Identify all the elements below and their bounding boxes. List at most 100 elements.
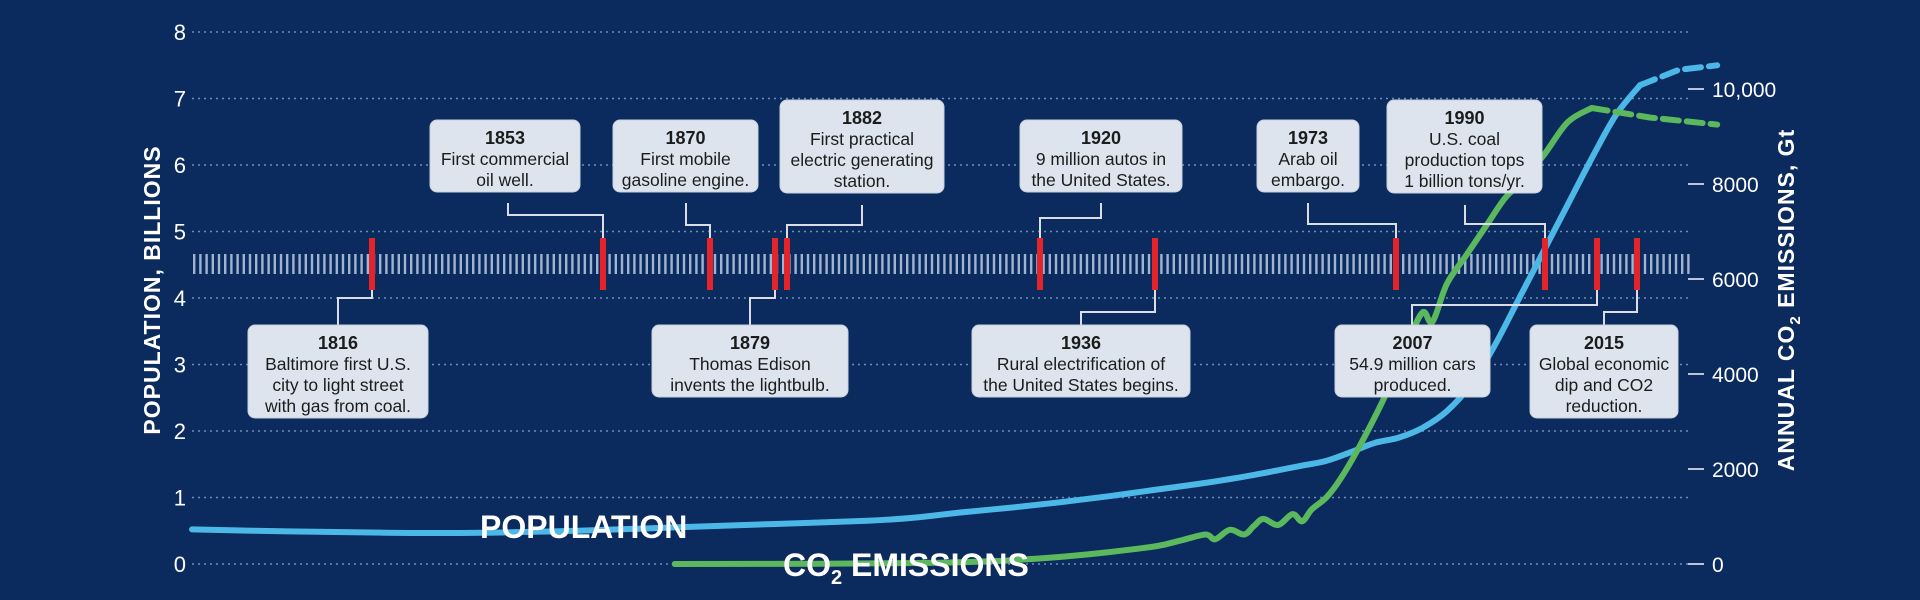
timeline-hatch xyxy=(720,254,723,274)
timeline-hatch xyxy=(434,254,438,274)
timeline-hatch xyxy=(1507,254,1510,274)
timeline-hatch xyxy=(1228,254,1231,274)
timeline-hatch xyxy=(782,254,785,274)
left-tick-label: 7 xyxy=(174,87,186,112)
event-text: with gas from coal. xyxy=(264,396,411,416)
right-tick-label: 8000 xyxy=(1712,174,1759,197)
timeline-hatch xyxy=(1612,254,1616,274)
timeline-hatch xyxy=(1464,254,1467,274)
timeline-hatch xyxy=(862,254,865,274)
event-text: Arab oil xyxy=(1278,149,1337,169)
timeline-hatch xyxy=(943,254,946,274)
timeline-hatch xyxy=(1420,254,1423,274)
event-text: Thomas Edison xyxy=(689,354,811,374)
series-projection xyxy=(1637,62,1721,89)
timeline-hatch xyxy=(292,254,295,274)
timeline-hatch xyxy=(217,254,221,274)
event-marker xyxy=(600,238,606,290)
timeline-hatch xyxy=(682,254,686,274)
event-text: gasoline engine. xyxy=(622,170,749,190)
timeline-hatch xyxy=(248,254,252,274)
timeline-hatch xyxy=(645,254,648,274)
timeline-hatch xyxy=(1054,254,1058,274)
timeline-hatch xyxy=(1259,254,1262,274)
right-axis-ticks: 0 2000 4000 6000 8000 10,000 xyxy=(1688,79,1776,577)
event-marker xyxy=(707,238,713,290)
timeline-hatch xyxy=(1433,254,1436,274)
event-box xyxy=(1386,99,1543,194)
timeline-hatch xyxy=(1030,254,1033,274)
timeline-hatch xyxy=(1643,254,1647,274)
timeline-hatch xyxy=(304,254,307,274)
timeline-hatch xyxy=(193,254,196,274)
timeline-hatch xyxy=(236,254,239,274)
timeline-hatch xyxy=(515,254,518,274)
event-box xyxy=(779,99,945,194)
timeline-hatch xyxy=(1557,254,1560,274)
event-year: 2015 xyxy=(1584,333,1624,353)
timeline-hatch xyxy=(1470,254,1473,274)
timeline-hatch xyxy=(1563,254,1566,274)
event-text: First commercial xyxy=(441,149,569,169)
event-text: Rural electrification of xyxy=(997,354,1165,374)
timeline-hatch xyxy=(1513,254,1516,274)
event-box xyxy=(429,119,581,193)
timeline-hatch xyxy=(279,254,283,274)
event-box xyxy=(1019,119,1183,193)
timeline-hatch xyxy=(918,254,921,274)
right-tick-label: 4000 xyxy=(1712,364,1759,387)
event-text: First practical xyxy=(810,129,914,149)
event-year: 1990 xyxy=(1444,108,1484,128)
event-year: 1879 xyxy=(730,333,770,353)
timeline-hatch xyxy=(1687,254,1690,274)
timeline-hatch xyxy=(1346,254,1349,274)
timeline-hatch xyxy=(329,254,332,274)
timeline-hatch xyxy=(819,254,822,274)
timeline-hatch xyxy=(1662,254,1665,274)
event-connector xyxy=(685,203,711,254)
event-connector xyxy=(1039,203,1102,254)
timeline-hatch xyxy=(608,254,611,274)
timeline-hatch xyxy=(1550,254,1554,274)
timeline-hatch xyxy=(1116,254,1120,274)
timeline-hatch xyxy=(1606,254,1609,274)
event-connectors xyxy=(337,203,1640,325)
timeline-hatch xyxy=(509,254,512,274)
timeline-hatch xyxy=(831,254,834,274)
event-text: Baltimore first U.S. xyxy=(265,354,411,374)
timeline-hatch xyxy=(1476,254,1479,274)
series-projection xyxy=(1588,105,1721,128)
timeline-hatch xyxy=(800,254,803,274)
timeline-hatch xyxy=(1389,254,1392,274)
timeline-hatch xyxy=(1619,254,1622,274)
timeline-hatch xyxy=(1042,254,1045,274)
timeline-hatch xyxy=(1247,254,1250,274)
event-marker xyxy=(1594,238,1600,290)
timeline-hatch xyxy=(1290,254,1293,274)
timeline-hatch xyxy=(583,254,586,274)
co2-series-label: CO2 EMISSIONS xyxy=(783,547,1029,589)
timeline-hatch xyxy=(589,254,593,274)
timeline-hatch xyxy=(441,254,444,274)
event-year: 1853 xyxy=(485,128,525,148)
timeline-hatch xyxy=(428,254,431,274)
timeline-hatch xyxy=(224,254,227,274)
event-text: production tops xyxy=(1405,150,1525,170)
timeline-hatch xyxy=(763,254,766,274)
timeline-hatch xyxy=(887,254,890,274)
timeline-hatch xyxy=(794,254,797,274)
timeline-hatch xyxy=(751,254,754,274)
timeline-hatch xyxy=(205,254,208,274)
right-tick-label: 2000 xyxy=(1712,459,1759,482)
timeline-hatch xyxy=(1166,254,1169,274)
timeline-hatch xyxy=(1172,254,1175,274)
event-connector xyxy=(337,274,373,325)
timeline-hatch xyxy=(1011,254,1014,274)
timeline-hatch xyxy=(403,254,407,274)
timeline-hatch xyxy=(1185,254,1188,274)
timeline-hatch xyxy=(1017,254,1020,274)
timeline-hatch xyxy=(726,254,729,274)
timeline-hatch xyxy=(1160,254,1163,274)
